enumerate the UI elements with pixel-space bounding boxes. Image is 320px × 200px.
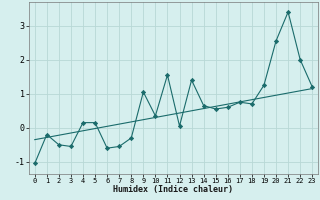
X-axis label: Humidex (Indice chaleur): Humidex (Indice chaleur)	[114, 185, 234, 194]
